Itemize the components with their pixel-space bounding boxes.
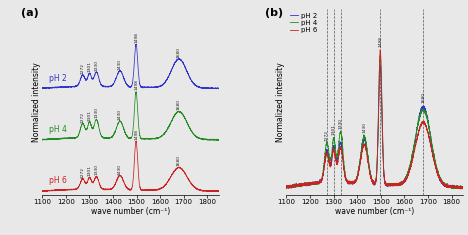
pH 4 (377, 54, 383, 56)
Text: 1430: 1430 (118, 164, 122, 175)
pH 4 (438, 178, 444, 181)
Text: 1301: 1301 (88, 61, 92, 72)
Text: 1680: 1680 (421, 92, 425, 103)
pH 6 (284, 184, 289, 187)
Text: 1498: 1498 (134, 79, 138, 90)
Text: 1680: 1680 (177, 155, 181, 166)
pH 4 (284, 186, 289, 189)
pH 2 (314, 180, 320, 183)
pH 6 (351, 181, 357, 184)
Text: 1430: 1430 (118, 59, 122, 70)
pH 4 (359, 144, 365, 147)
Text: 1680: 1680 (177, 47, 181, 58)
Text: 1301: 1301 (88, 165, 92, 176)
pH 6 (460, 188, 465, 190)
Line: pH 4: pH 4 (286, 55, 463, 189)
Line: pH 2: pH 2 (286, 66, 463, 189)
Text: 1498: 1498 (134, 129, 138, 140)
Legend: pH 2, pH 4, pH 6: pH 2, pH 4, pH 6 (288, 12, 319, 34)
Text: 1272: 1272 (325, 130, 329, 141)
Text: (a): (a) (21, 8, 39, 18)
Text: 1498: 1498 (134, 32, 138, 43)
Text: 1272: 1272 (80, 112, 85, 123)
X-axis label: wave number (cm⁻¹): wave number (cm⁻¹) (335, 207, 415, 215)
Text: pH 4: pH 4 (49, 125, 67, 134)
Text: 1430: 1430 (118, 109, 122, 120)
Text: 1330: 1330 (339, 118, 343, 129)
pH 6 (377, 48, 383, 51)
Text: 1272: 1272 (80, 167, 85, 178)
Text: 1301: 1301 (332, 124, 336, 135)
Text: pH 6: pH 6 (49, 176, 67, 185)
Text: 1330: 1330 (95, 60, 98, 71)
X-axis label: wave number (cm⁻¹): wave number (cm⁻¹) (91, 207, 170, 215)
pH 6 (438, 180, 444, 182)
Text: 1498: 1498 (378, 36, 382, 47)
pH 2 (461, 187, 466, 190)
pH 2 (458, 188, 464, 190)
pH 2 (359, 146, 365, 149)
pH 6 (457, 185, 463, 188)
pH 4 (457, 186, 463, 188)
pH 6 (461, 186, 466, 189)
pH 4 (461, 186, 466, 189)
Text: 1330: 1330 (95, 107, 98, 118)
pH 4 (351, 181, 357, 184)
Text: 1680: 1680 (177, 99, 181, 110)
Line: pH 6: pH 6 (286, 50, 463, 189)
pH 6 (359, 151, 365, 154)
Text: 1272: 1272 (80, 63, 85, 74)
pH 2 (351, 181, 357, 184)
Text: 1301: 1301 (88, 110, 92, 121)
Text: pH 2: pH 2 (49, 74, 67, 82)
Text: 1430: 1430 (362, 122, 366, 133)
pH 2 (457, 186, 463, 189)
pH 2 (284, 184, 289, 187)
Text: 1330: 1330 (95, 164, 98, 176)
Y-axis label: Normalized intensity: Normalized intensity (276, 62, 285, 142)
pH 4 (304, 182, 309, 185)
pH 6 (314, 181, 320, 184)
pH 4 (314, 181, 320, 184)
pH 2 (438, 181, 444, 184)
Text: (b): (b) (265, 8, 283, 18)
pH 4 (460, 188, 466, 190)
Y-axis label: Normalized intensity: Normalized intensity (32, 62, 41, 142)
pH 2 (378, 65, 383, 67)
pH 2 (304, 183, 309, 186)
pH 6 (304, 182, 309, 185)
